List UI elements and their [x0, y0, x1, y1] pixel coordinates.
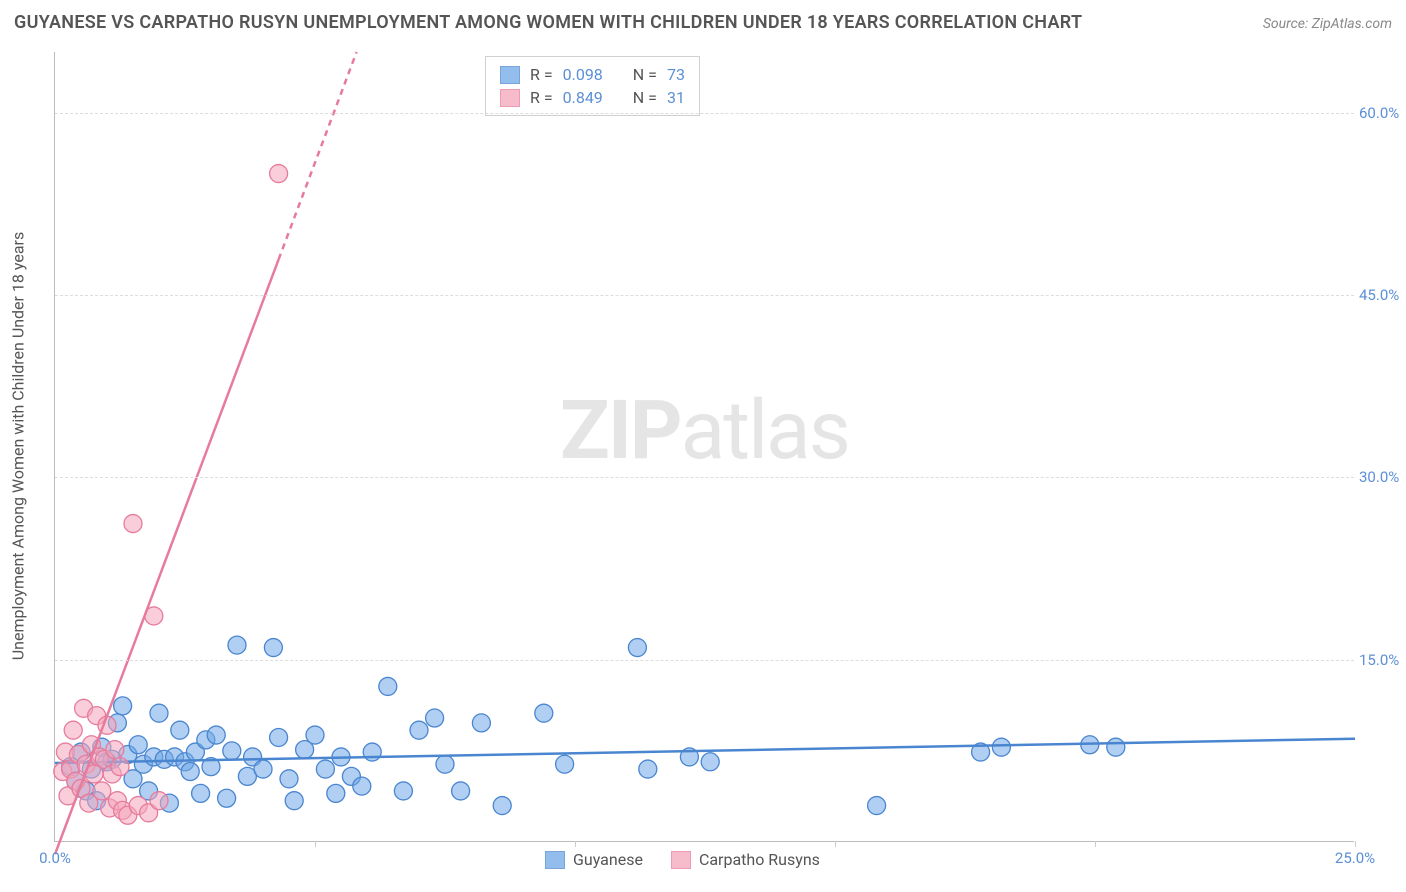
n-value: 31 [667, 88, 685, 107]
data-point [270, 165, 288, 183]
data-point [327, 784, 345, 802]
data-point [270, 728, 288, 746]
data-point [264, 639, 282, 657]
data-point [150, 792, 168, 810]
data-point [124, 515, 142, 533]
data-point [394, 782, 412, 800]
y-tick-label: 30.0% [1359, 468, 1406, 486]
plot-area: ZIPatlas R =0.098N =73R =0.849N =31 Guya… [54, 52, 1354, 842]
x-tick [835, 841, 836, 847]
x-tick [1095, 841, 1096, 847]
data-point [426, 709, 444, 727]
data-point [64, 721, 82, 739]
data-point [992, 738, 1010, 756]
data-point [436, 755, 454, 773]
data-point [254, 760, 272, 778]
data-point [556, 755, 574, 773]
x-tick [315, 841, 316, 847]
data-point [493, 797, 511, 815]
data-point [379, 677, 397, 695]
y-tick-label: 15.0% [1359, 651, 1406, 669]
data-point [868, 797, 886, 815]
x-tick [575, 841, 576, 847]
data-point [353, 777, 371, 795]
data-point [452, 782, 470, 800]
plot-svg [55, 52, 1354, 841]
chart-title: GUYANESE VS CARPATHO RUSYN UNEMPLOYMENT … [14, 12, 1082, 33]
series-legend: Guyanese Carpatho Rusyns [545, 850, 820, 869]
x-tick [1355, 841, 1356, 847]
data-point [114, 697, 132, 715]
data-point [1107, 738, 1125, 756]
y-axis-title: Unemployment Among Women with Children U… [9, 232, 28, 660]
r-value: 0.849 [563, 88, 603, 107]
x-tick-label: 25.0% [1335, 849, 1375, 867]
data-point [472, 714, 490, 732]
stats-row: R = 0.849 N = 31 [500, 86, 685, 109]
grid-line-h [55, 295, 1354, 296]
data-point [228, 636, 246, 654]
legend-swatch [500, 66, 520, 84]
n-label: N = [633, 65, 657, 84]
legend-swatch [671, 851, 691, 869]
x-tick-label: 0.0% [39, 849, 71, 867]
n-value: 73 [667, 65, 685, 84]
stats-legend-box: R = 0.098 N = 73 R = 0.849 N = 31 [485, 56, 700, 116]
data-point [280, 770, 298, 788]
grid-line-h [55, 477, 1354, 478]
data-point [192, 784, 210, 802]
legend-item: Guyanese [545, 850, 643, 869]
grid-line-h [55, 660, 1354, 661]
data-point [639, 760, 657, 778]
legend-swatch [500, 89, 520, 107]
trend-line-dashed [279, 52, 357, 259]
legend-label: Carpatho Rusyns [699, 850, 820, 869]
data-point [129, 736, 147, 754]
data-point [181, 763, 199, 781]
data-point [207, 726, 225, 744]
data-point [150, 704, 168, 722]
data-point [306, 726, 324, 744]
y-tick-label: 45.0% [1359, 286, 1406, 304]
data-point [410, 721, 428, 739]
r-label: R = [530, 88, 553, 107]
data-point [701, 753, 719, 771]
r-label: R = [530, 65, 553, 84]
data-point [628, 639, 646, 657]
data-point [93, 782, 111, 800]
data-point [106, 741, 124, 759]
data-point [535, 704, 553, 722]
data-point [171, 721, 189, 739]
stats-row: R = 0.098 N = 73 [500, 63, 685, 86]
n-label: N = [633, 88, 657, 107]
y-tick-label: 60.0% [1359, 104, 1406, 122]
legend-item: Carpatho Rusyns [671, 850, 820, 869]
data-point [223, 742, 241, 760]
r-value: 0.098 [563, 65, 603, 84]
legend-swatch [545, 851, 565, 869]
data-point [285, 792, 303, 810]
grid-line-h [55, 113, 1354, 114]
data-point [316, 760, 334, 778]
source-label: Source: ZipAtlas.com [1263, 16, 1392, 32]
data-point [111, 758, 129, 776]
data-point [218, 789, 236, 807]
legend-label: Guyanese [573, 850, 643, 869]
